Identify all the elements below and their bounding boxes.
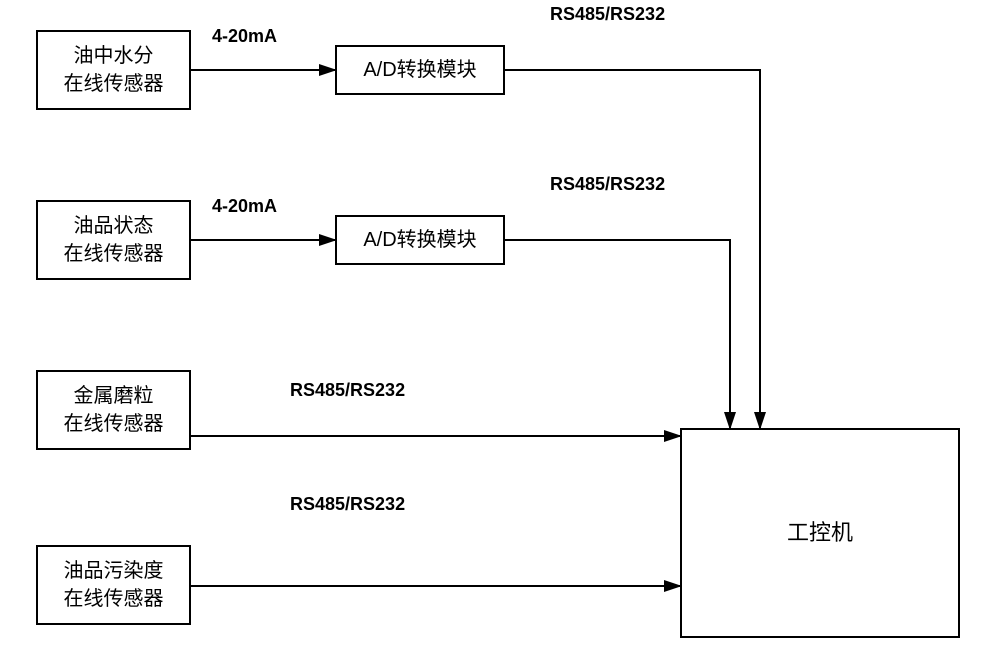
node-sensor1: 油中水分在线传感器 xyxy=(36,30,191,110)
node-sensor3: 金属磨粒在线传感器 xyxy=(36,370,191,450)
node-sensor2: 油品状态在线传感器 xyxy=(36,200,191,280)
edge-label-1: 4-20mA xyxy=(212,196,277,217)
edge-ad2-ipc xyxy=(505,240,730,428)
edge-label-2: RS485/RS232 xyxy=(550,4,665,25)
edge-label-4: RS485/RS232 xyxy=(290,380,405,401)
edge-ad1-ipc xyxy=(505,70,760,428)
edge-label-5: RS485/RS232 xyxy=(290,494,405,515)
node-sensor4: 油品污染度在线传感器 xyxy=(36,545,191,625)
edge-label-0: 4-20mA xyxy=(212,26,277,47)
node-ipc: 工控机 xyxy=(680,428,960,638)
node-ad2: A/D转换模块 xyxy=(335,215,505,265)
edge-label-3: RS485/RS232 xyxy=(550,174,665,195)
node-ad1: A/D转换模块 xyxy=(335,45,505,95)
